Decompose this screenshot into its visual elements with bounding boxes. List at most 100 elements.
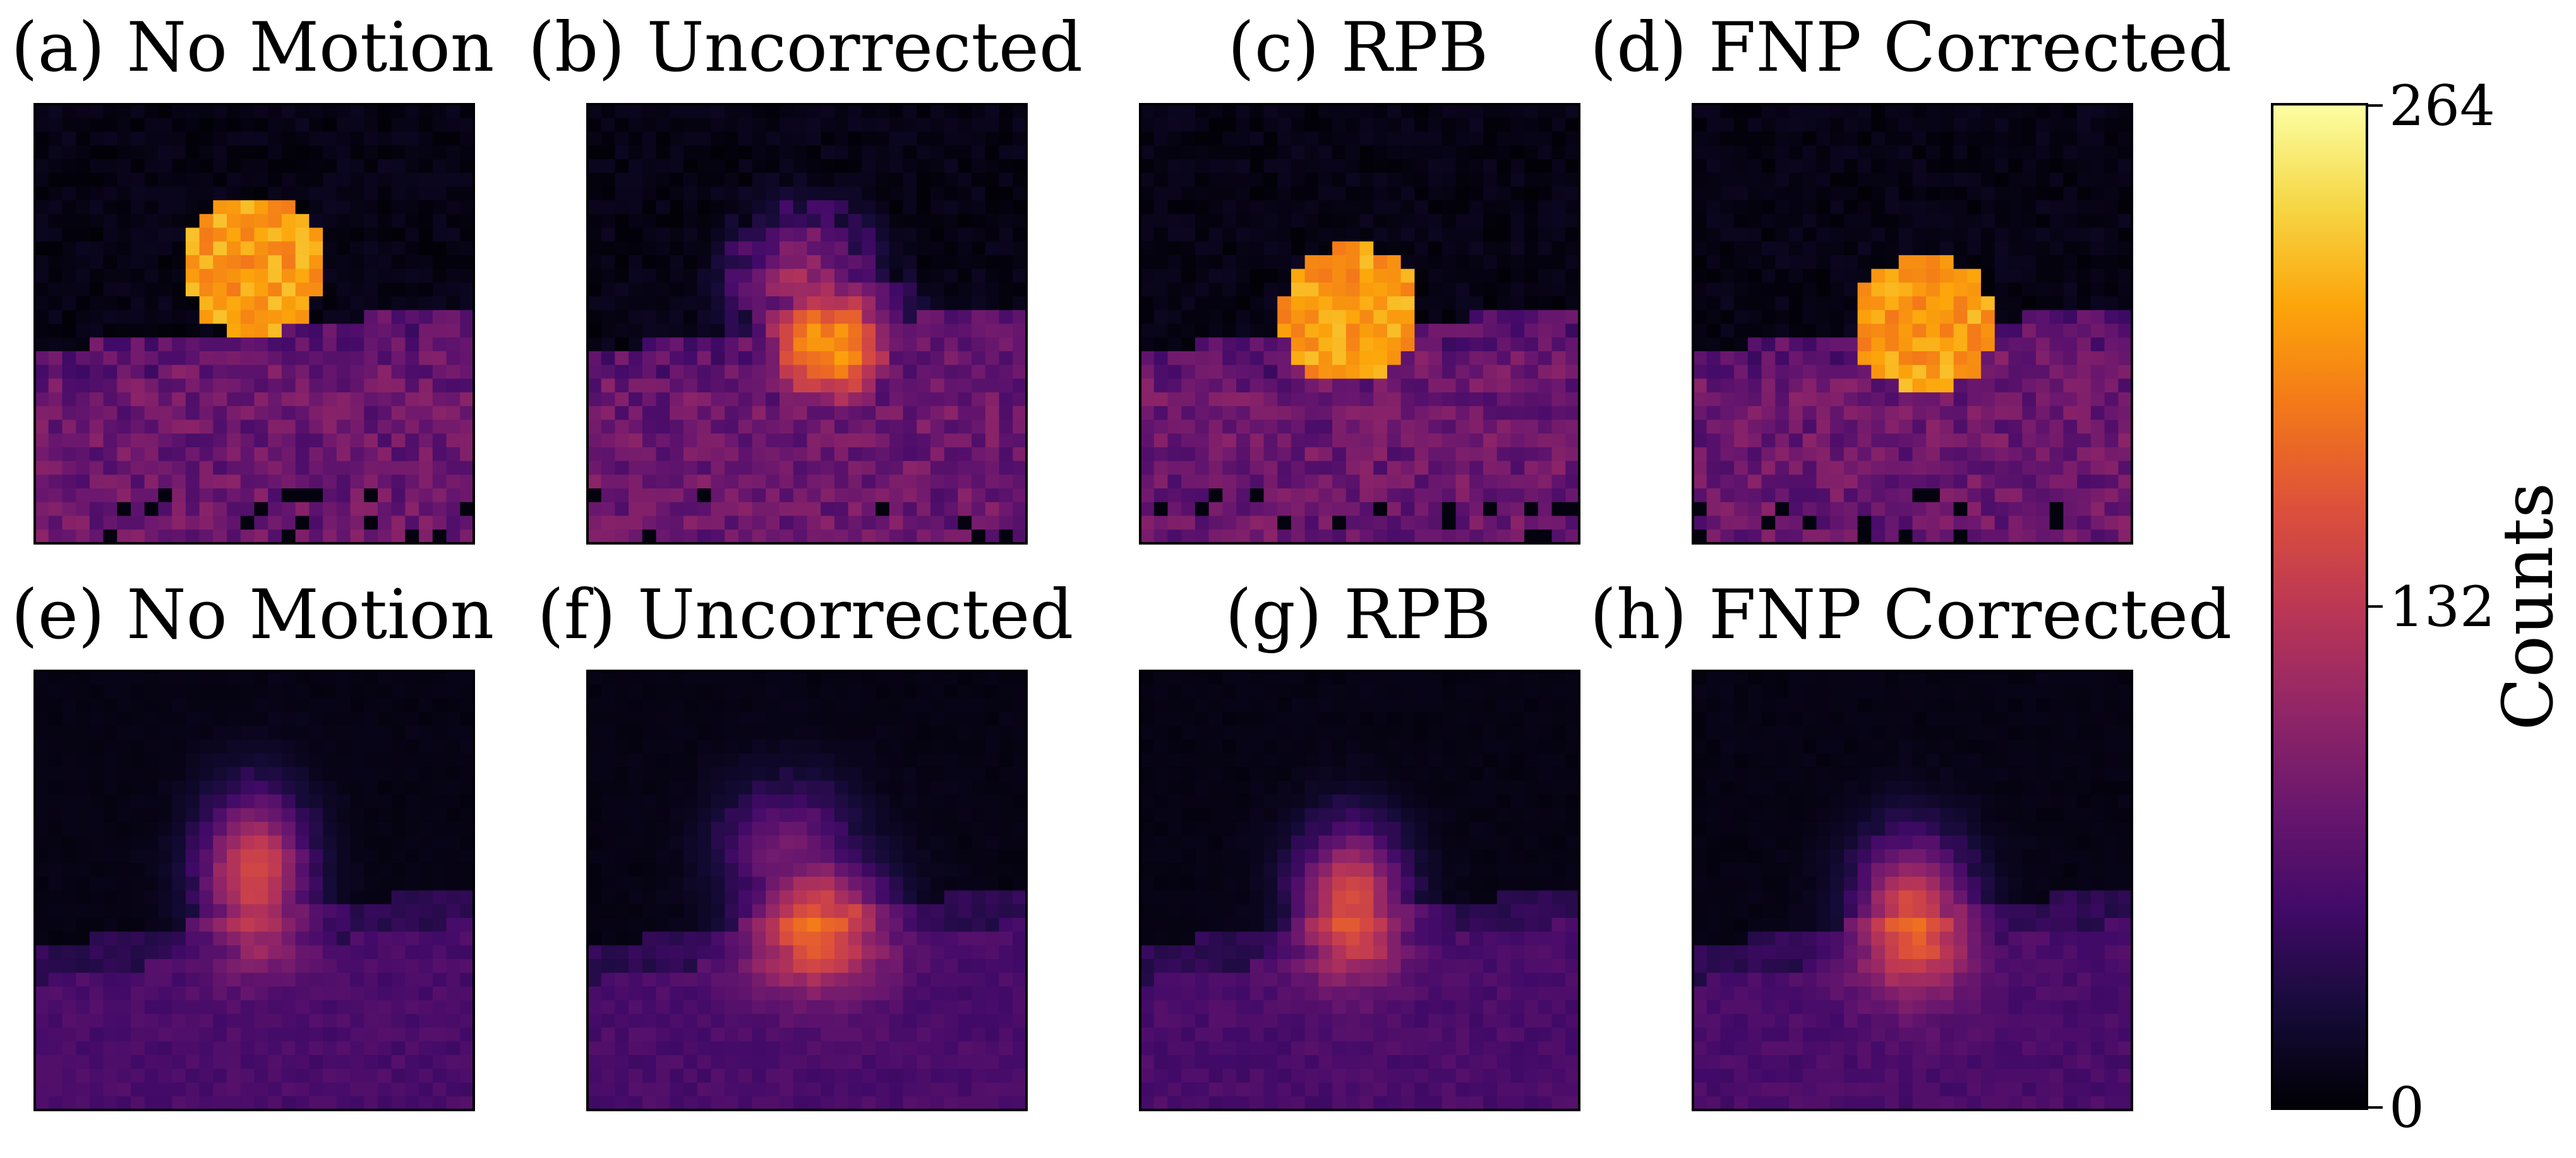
heatmap-cell: [1926, 255, 1941, 270]
heatmap-cell: [199, 118, 214, 133]
heatmap-cell: [889, 433, 904, 448]
heatmap-cell: [350, 712, 364, 727]
heatmap-cell: [985, 131, 1000, 146]
heatmap-cell: [1953, 447, 1968, 462]
heatmap-cell: [2090, 419, 2105, 434]
heatmap-cell: [1967, 392, 1982, 407]
heatmap-cell: [1373, 351, 1388, 366]
heatmap-cell: [446, 433, 460, 448]
heatmap-cell: [985, 296, 1000, 311]
heatmap-cell: [185, 118, 200, 133]
heatmap-cell: [295, 488, 310, 503]
heatmap-cell: [144, 186, 159, 201]
heatmap-cell: [144, 890, 159, 905]
heatmap-cell: [1483, 323, 1498, 338]
heatmap-cell: [1953, 296, 1968, 311]
heatmap-cell: [1153, 337, 1169, 352]
heatmap-cell: [1981, 474, 1995, 489]
heatmap-cell: [1208, 419, 1223, 434]
heatmap-cell: [295, 959, 310, 974]
heatmap-cell: [281, 268, 296, 283]
heatmap-cell: [2063, 282, 2078, 297]
heatmap-cell: [309, 904, 323, 919]
heatmap-cell: [656, 516, 670, 530]
heatmap-cell: [1387, 227, 1402, 242]
heatmap-cell: [158, 972, 172, 987]
heatmap-cell: [227, 406, 241, 421]
heatmap-cell: [2104, 461, 2119, 476]
heatmap-cell: [972, 378, 986, 393]
heatmap-cell: [2063, 529, 2078, 544]
heatmap-cell: [323, 282, 337, 297]
heatmap-cell: [1277, 104, 1292, 119]
heatmap-cell: [834, 529, 849, 544]
heatmap-cell: [336, 488, 351, 503]
heatmap-cell: [35, 351, 49, 366]
heatmap-cell: [446, 474, 460, 489]
heatmap-cell: [999, 529, 1013, 544]
heatmap-cell: [1693, 145, 1707, 160]
heatmap-cell: [1747, 310, 1762, 325]
heatmap-cell: [309, 986, 323, 1001]
heatmap-cell: [35, 835, 49, 850]
heatmap-cell: [213, 104, 227, 119]
heatmap-cell: [1912, 118, 1927, 133]
heatmap-cell: [391, 337, 406, 352]
heatmap-cell: [1195, 268, 1210, 283]
heatmap-cell: [1720, 351, 1735, 366]
heatmap-cell: [295, 1027, 310, 1042]
heatmap-cell: [1208, 433, 1223, 448]
heatmap-cell: [1263, 337, 1278, 352]
heatmap-cell: [1013, 323, 1027, 338]
heatmap-cell: [1304, 186, 1319, 201]
heatmap-cell: [158, 227, 172, 242]
heatmap-cell: [1441, 255, 1457, 270]
heatmap-cell: [1885, 406, 1899, 421]
heatmap-cell: [738, 255, 753, 270]
heatmap-cell: [876, 406, 890, 421]
heatmap-cell: [1939, 365, 1954, 379]
heatmap-cell: [985, 529, 1000, 544]
heatmap-cell: [1843, 529, 1858, 544]
heatmap-cell: [103, 849, 117, 864]
heatmap-cell: [999, 406, 1013, 421]
heatmap-cell: [807, 378, 821, 393]
heatmap-cell: [295, 931, 310, 946]
heatmap-cell: [144, 268, 159, 283]
heatmap-cell: [930, 159, 945, 174]
heatmap-cell: [1789, 172, 1803, 187]
heatmap-cell: [1761, 461, 1776, 476]
heatmap-cell: [1747, 186, 1762, 201]
heatmap-cell: [460, 986, 474, 1001]
heatmap-cell: [779, 529, 794, 544]
heatmap-cell: [1222, 255, 1237, 270]
heatmap-cell: [48, 712, 63, 727]
heatmap-cell: [1291, 447, 1306, 462]
heatmap-cell: [199, 1041, 214, 1056]
heatmap-cell: [1510, 118, 1525, 133]
heatmap-cell: [1912, 365, 1927, 379]
heatmap-cell: [725, 268, 739, 283]
heatmap-cell: [1387, 529, 1402, 544]
heatmap-cell: [1332, 502, 1347, 517]
heatmap-cell: [2063, 172, 2078, 187]
heatmap-cell: [1510, 378, 1525, 393]
heatmap-cell: [1816, 365, 1831, 379]
heatmap-cell: [1332, 296, 1347, 311]
heatmap-cell: [172, 835, 186, 850]
heatmap-cell: [779, 310, 794, 325]
heatmap-cell: [103, 474, 117, 489]
heatmap-cell: [213, 310, 227, 325]
heatmap-cell: [2090, 200, 2105, 215]
heatmap-cell: [958, 378, 972, 393]
heatmap-cell: [185, 1027, 200, 1042]
heatmap-cell: [1400, 255, 1415, 270]
heatmap-cell: [62, 200, 76, 215]
heatmap-cell: [2104, 268, 2119, 283]
heatmap-cell: [405, 365, 419, 379]
heatmap-cell: [309, 767, 323, 781]
heatmap-cell: [1981, 351, 1995, 366]
heatmap-cell: [268, 502, 282, 517]
heatmap-cell: [419, 917, 433, 932]
heatmap-cell: [172, 365, 186, 379]
